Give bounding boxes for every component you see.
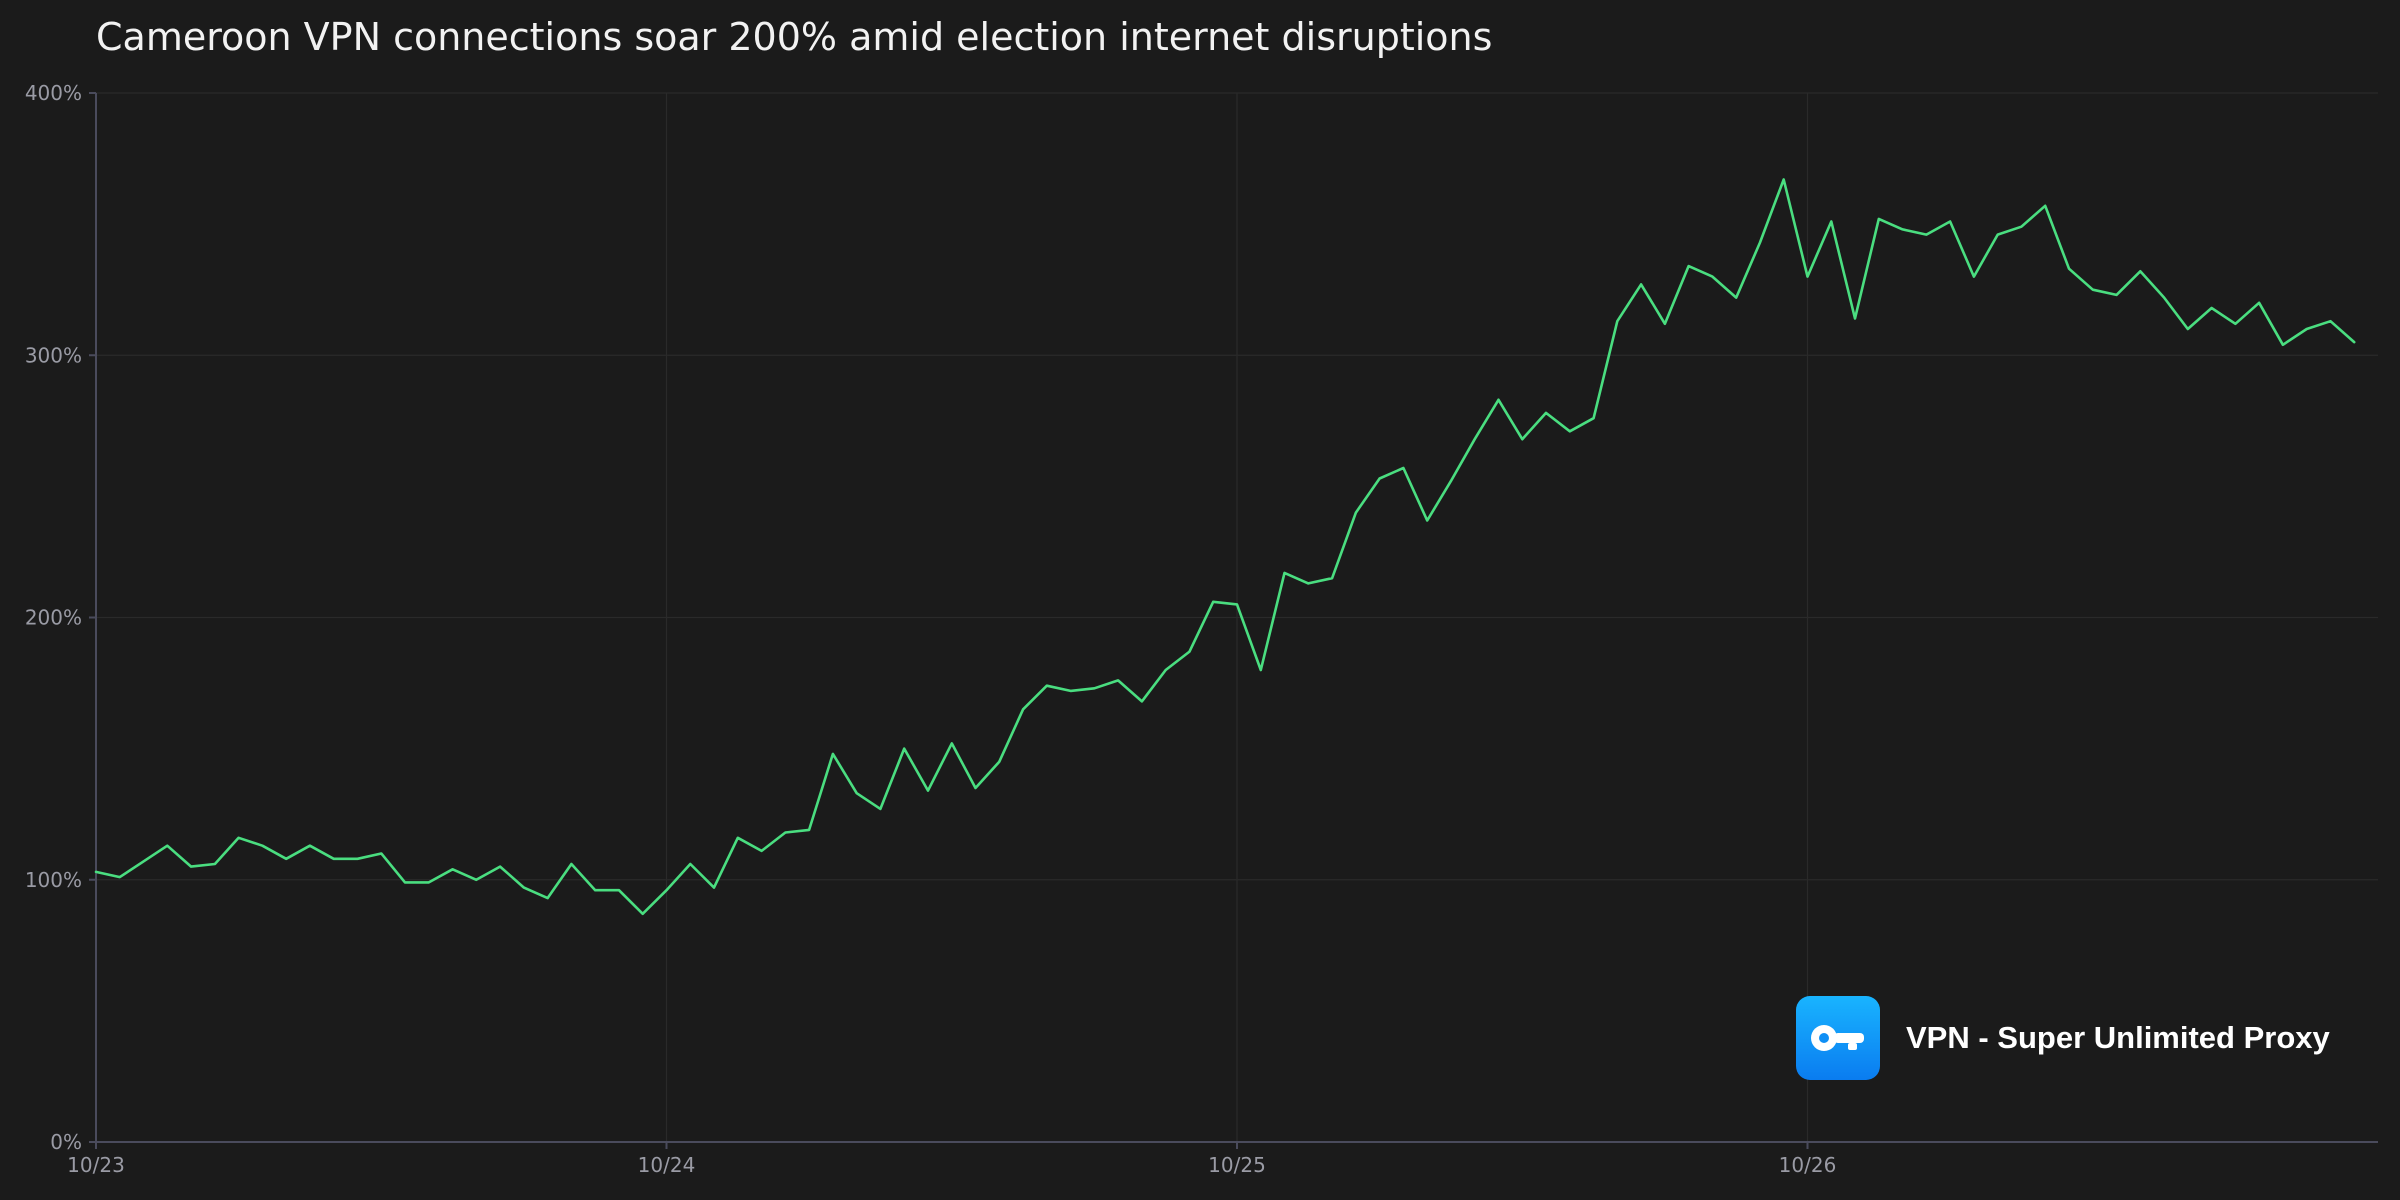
- y-tick-label: 300%: [25, 343, 82, 367]
- key-icon: [1796, 996, 1880, 1080]
- series-layer: [94, 178, 2356, 916]
- y-tick-label: 100%: [25, 868, 82, 892]
- x-tick-label: 10/23: [67, 1153, 125, 1177]
- y-tick-label: 0%: [50, 1130, 82, 1154]
- x-tick-label: 10/25: [1208, 1153, 1266, 1177]
- grid-layer: [96, 92, 2378, 1142]
- x-tick-label: 10/24: [638, 1153, 696, 1177]
- axis-layer: 0% 100% 200% 300% 400% 10/23 10/24 10/25 10/26: [25, 81, 2378, 1177]
- x-tick-label: 10/26: [1779, 1153, 1837, 1177]
- brand-badge: VPN - Super Unlimited Proxy: [1796, 996, 2330, 1080]
- series-line-vpn-connections: [94, 178, 2356, 916]
- y-tick-label: 400%: [25, 81, 82, 105]
- chart-title: Cameroon VPN connections soar 200% amid …: [96, 15, 1492, 59]
- brand-name: VPN - Super Unlimited Proxy: [1906, 1020, 2330, 1055]
- y-tick-label: 200%: [25, 606, 82, 630]
